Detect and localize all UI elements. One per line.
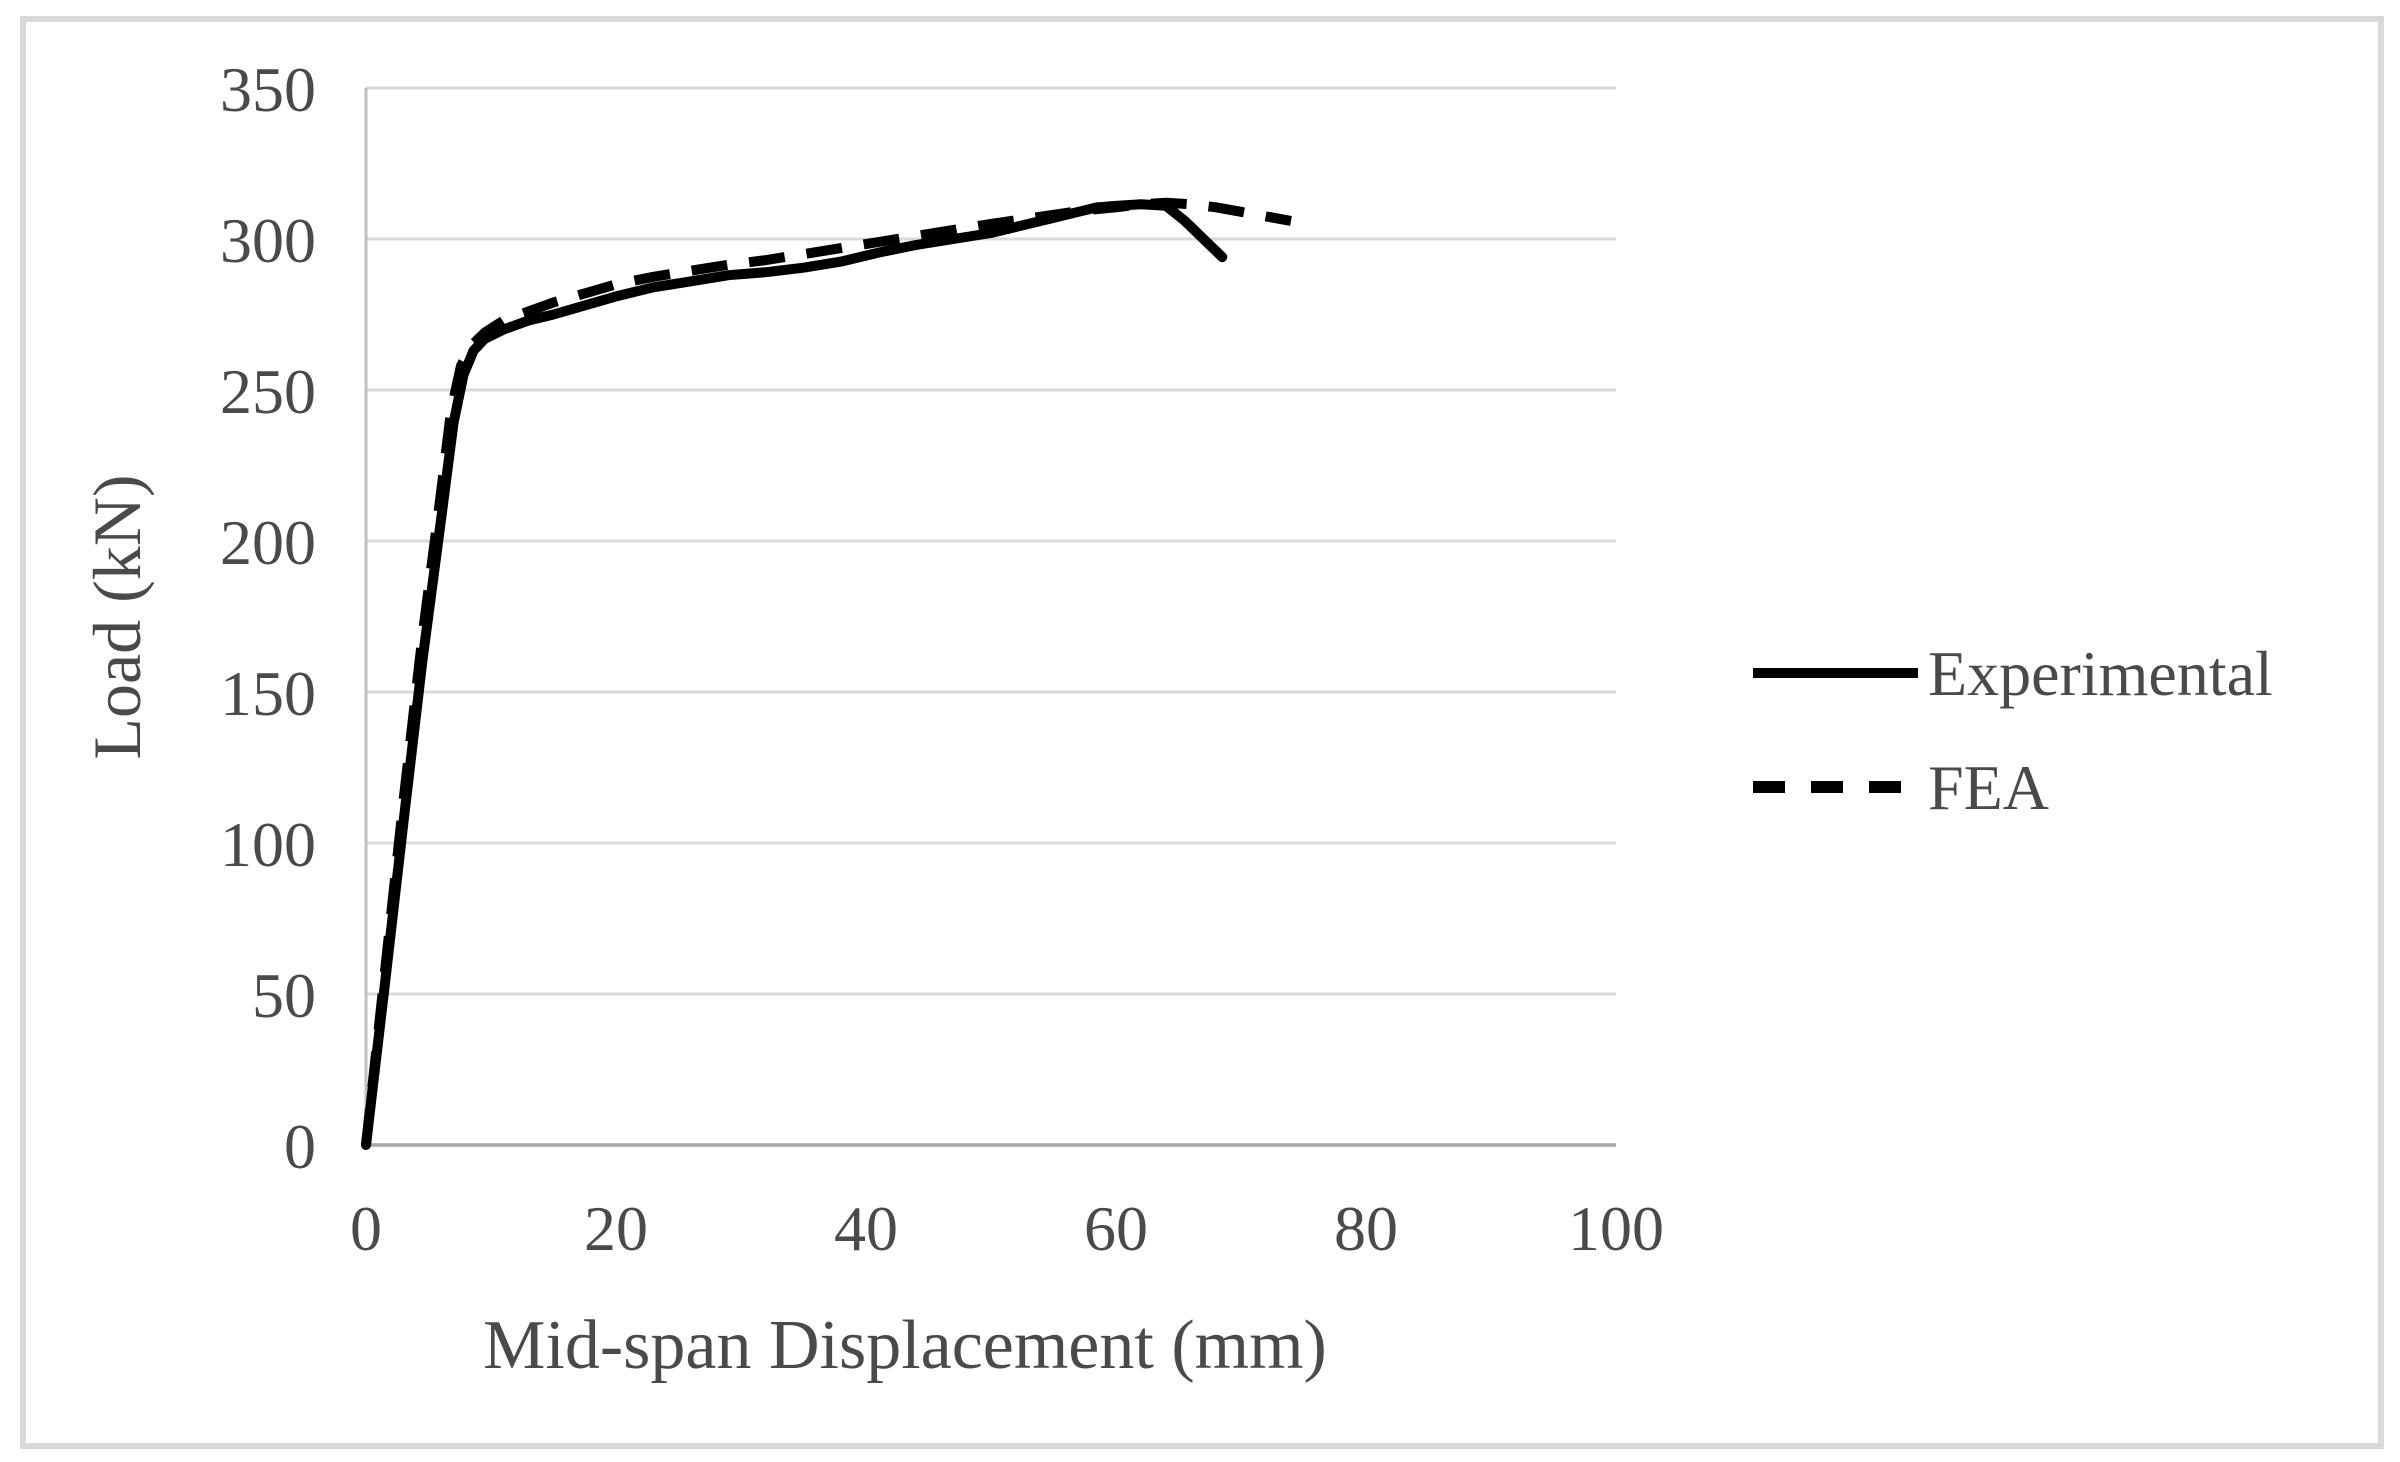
legend-label-fea: FEA — [1928, 752, 2049, 823]
x-tick-label-20: 20 — [584, 1193, 648, 1264]
x-tick-label-0: 0 — [350, 1193, 382, 1264]
y-tick-label-0: 0 — [284, 1111, 316, 1182]
y-tick-label-300: 300 — [220, 205, 316, 276]
x-tick-label-100: 100 — [1568, 1193, 1664, 1264]
x-axis-title: Mid-span Displacement (mm) — [483, 1307, 1327, 1384]
y-tick-label-200: 200 — [220, 507, 316, 578]
y-tick-label-50: 50 — [252, 960, 316, 1031]
x-tick-label-80: 80 — [1334, 1193, 1398, 1264]
x-tick-label-40: 40 — [834, 1193, 898, 1264]
x-axis-tick-labels: 0 20 40 60 80 100 — [350, 1193, 1664, 1264]
legend-item-fea: FEA — [1753, 752, 2049, 823]
x-tick-label-60: 60 — [1084, 1193, 1148, 1264]
gridlines — [366, 86, 1616, 996]
y-tick-label-350: 350 — [220, 54, 316, 125]
y-tick-label-100: 100 — [220, 809, 316, 880]
fea-line — [361, 197, 1292, 1146]
axis-lines — [364, 88, 1616, 1147]
legend-label-experimental: Experimental — [1928, 638, 2273, 709]
experimental-line — [361, 199, 1228, 1150]
y-axis-tick-labels: 0 50 100 150 200 250 300 350 — [220, 54, 316, 1182]
y-tick-label-250: 250 — [220, 356, 316, 427]
legend-item-experimental: Experimental — [1753, 638, 2273, 709]
y-axis-title: Load (kN) — [79, 474, 155, 759]
series-lines — [361, 197, 1292, 1150]
y-tick-label-150: 150 — [220, 658, 316, 729]
legend: Experimental FEA — [1753, 638, 2273, 823]
